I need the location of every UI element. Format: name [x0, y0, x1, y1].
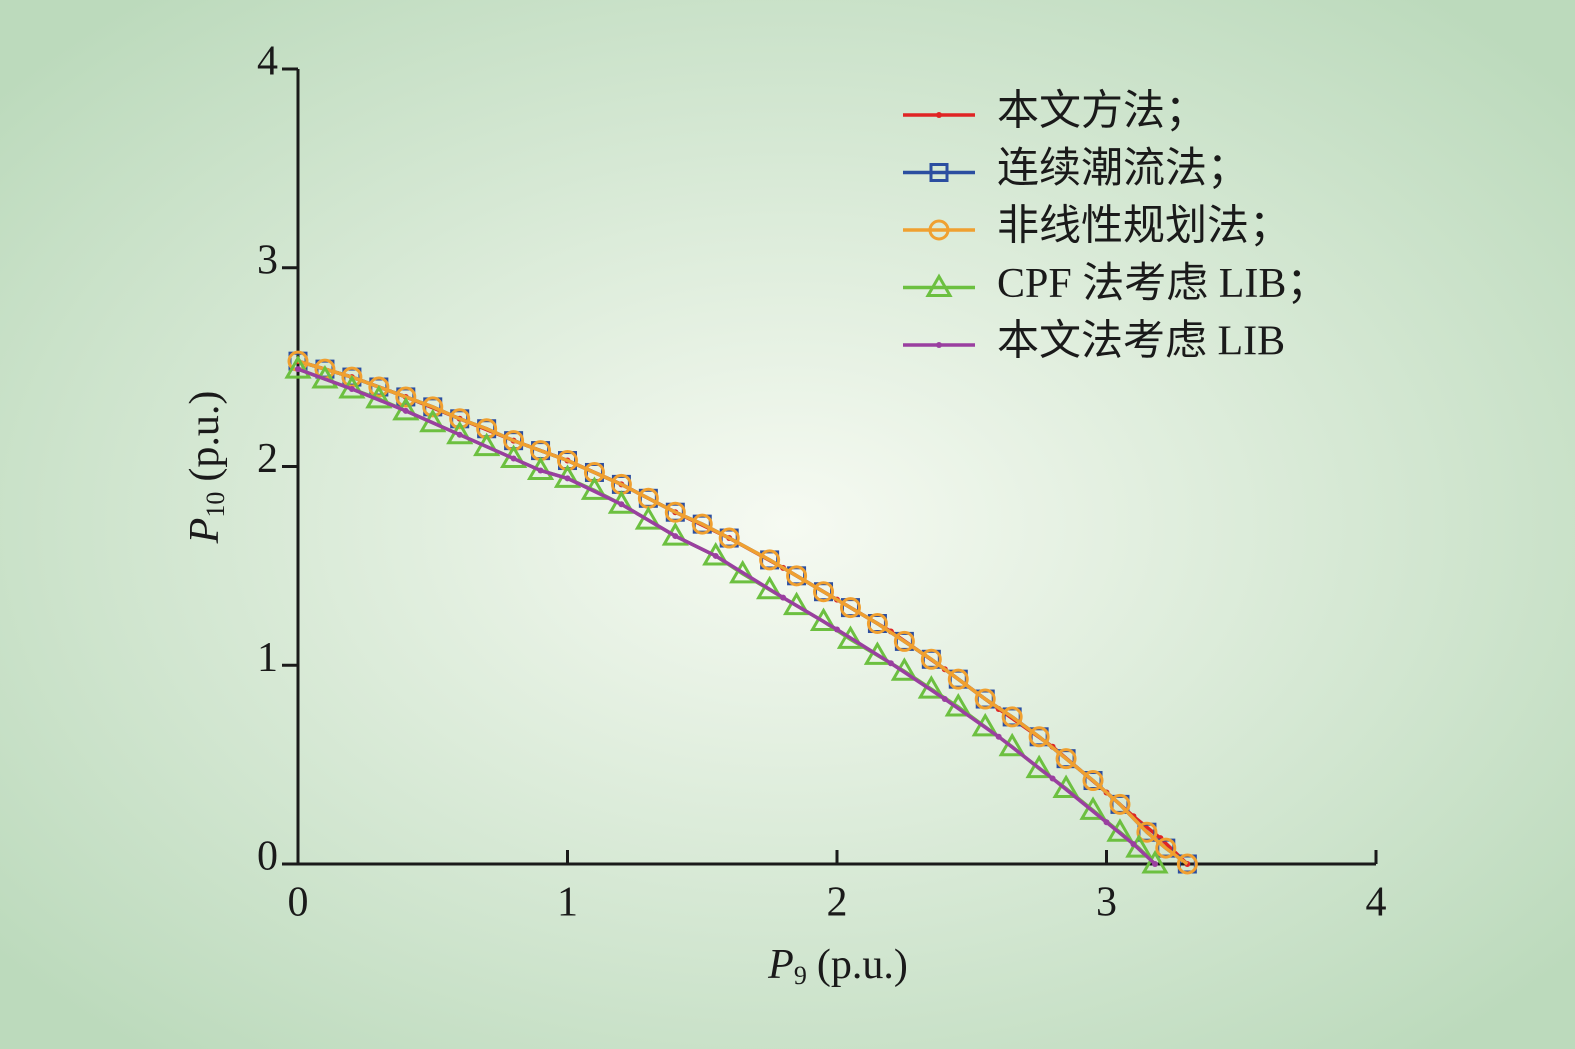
- legend-marker: [925, 273, 953, 297]
- point: [1130, 841, 1137, 848]
- point: [1055, 748, 1077, 770]
- point: [1103, 819, 1110, 826]
- point: [1152, 861, 1159, 867]
- point: [839, 597, 861, 619]
- legend-label: 本文法考虑 LIB: [997, 318, 1285, 365]
- point: [1082, 770, 1104, 792]
- y-label-unit: (p.u.): [182, 391, 228, 482]
- point: [422, 396, 444, 418]
- y-label-symbol: P: [182, 518, 228, 545]
- legend-marker: [928, 219, 950, 241]
- x-label-unit: (p.u.): [817, 942, 908, 988]
- point: [510, 455, 517, 462]
- x-label-symbol: P: [767, 942, 794, 988]
- x-tick-label: 0: [288, 880, 309, 926]
- point: [1001, 706, 1023, 728]
- point: [887, 660, 894, 667]
- point: [1049, 775, 1056, 782]
- point: [941, 696, 948, 703]
- x-tick-label: 2: [827, 880, 848, 926]
- point: [995, 733, 1002, 740]
- point: [1136, 821, 1158, 843]
- legend-label: CPF 法考虑 LIB；: [997, 261, 1328, 307]
- point: [780, 594, 787, 601]
- legend-label: 连续潮流法；: [997, 146, 1249, 192]
- point: [348, 385, 355, 392]
- point: [1176, 853, 1198, 875]
- point: [368, 376, 390, 398]
- point: [1141, 850, 1169, 874]
- point: [756, 575, 784, 600]
- point: [1155, 837, 1177, 859]
- point: [1109, 793, 1131, 815]
- y-tick-label: 3: [257, 237, 278, 283]
- point: [998, 732, 1026, 757]
- legend-label: 非线性规划法；: [997, 204, 1291, 250]
- legend-marker: [936, 112, 942, 118]
- point: [893, 630, 915, 652]
- point: [786, 565, 808, 587]
- point: [284, 355, 312, 379]
- point: [947, 668, 969, 690]
- point: [456, 431, 463, 438]
- point: [402, 407, 409, 414]
- point: [295, 366, 301, 373]
- point: [672, 533, 679, 540]
- point: [866, 613, 888, 635]
- point: [712, 552, 719, 559]
- point: [395, 386, 417, 408]
- point: [729, 559, 757, 584]
- point: [537, 467, 544, 474]
- point: [834, 626, 840, 633]
- x-axis-label: P9 (p.u.): [767, 942, 908, 990]
- y-tick-label: 1: [257, 635, 278, 681]
- x-tick-label: 4: [1366, 880, 1387, 926]
- point: [718, 527, 740, 549]
- point: [664, 501, 686, 523]
- point: [691, 513, 713, 535]
- y-tick-label: 0: [257, 834, 278, 880]
- legend-marker: [929, 163, 949, 182]
- point: [813, 581, 835, 603]
- point: [564, 475, 571, 482]
- y-axis-label: P10 (p.u.): [182, 391, 230, 545]
- x-tick-label: 3: [1096, 880, 1117, 926]
- series-line: [297, 359, 1189, 866]
- point: [1028, 726, 1050, 748]
- point: [1025, 754, 1053, 779]
- x-tick-label: 1: [557, 880, 578, 926]
- y-label-subscript: 10: [201, 492, 230, 518]
- point: [863, 641, 892, 665]
- point: [836, 625, 865, 649]
- legend-label: 本文方法；: [997, 88, 1207, 135]
- point: [974, 688, 996, 710]
- y-tick-label: 4: [257, 39, 278, 85]
- point: [618, 501, 625, 508]
- legend-marker: [936, 342, 942, 348]
- point: [449, 408, 471, 430]
- y-tick-label: 2: [257, 436, 278, 482]
- point: [759, 549, 781, 571]
- x-label-subscript: 9: [794, 961, 807, 990]
- point: [920, 648, 942, 670]
